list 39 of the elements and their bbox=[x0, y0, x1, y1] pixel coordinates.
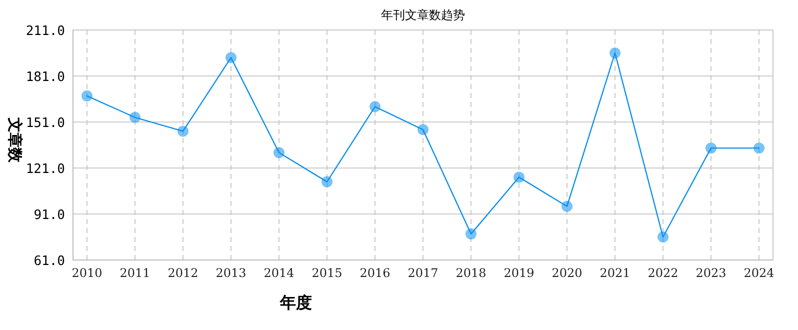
y-tick-label: 91.0 bbox=[34, 208, 65, 223]
x-tick-label: 2012 bbox=[168, 266, 198, 280]
point bbox=[178, 126, 188, 137]
x-tick-label: 2017 bbox=[408, 266, 438, 280]
x-axis-title: 年度 bbox=[279, 293, 312, 312]
y-axis-title: 文章数 bbox=[6, 116, 24, 164]
x-tick-label: 2013 bbox=[216, 266, 246, 280]
point bbox=[322, 176, 332, 188]
point bbox=[754, 142, 764, 154]
point bbox=[274, 147, 284, 158]
x-tick-label: 2016 bbox=[360, 266, 390, 280]
x-tick-label: 2014 bbox=[264, 266, 295, 280]
x-tick-label: 2023 bbox=[696, 266, 726, 280]
x-tick-label: 2020 bbox=[552, 266, 582, 280]
y-tick-label: 61.0 bbox=[34, 254, 65, 269]
chart-title: 年刊文章数趋势 bbox=[381, 8, 465, 22]
x-tick-label: 2011 bbox=[120, 266, 150, 280]
point bbox=[466, 228, 476, 240]
point bbox=[562, 200, 572, 212]
point bbox=[370, 101, 380, 112]
point bbox=[658, 232, 668, 242]
x-tick-label: 2018 bbox=[456, 266, 486, 280]
y-tick-label: 181.0 bbox=[26, 70, 65, 85]
x-tick-label: 2010 bbox=[72, 266, 102, 280]
x-tick-label: 2015 bbox=[312, 266, 342, 280]
x-tick-label: 2019 bbox=[504, 266, 534, 280]
point bbox=[226, 52, 236, 64]
x-tick-label: 2021 bbox=[600, 266, 630, 280]
y-tick-label: 151.0 bbox=[26, 116, 65, 131]
point bbox=[82, 90, 92, 102]
point bbox=[418, 124, 428, 136]
y-tick-label: 211.0 bbox=[26, 24, 65, 39]
x-tick-label: 2024 bbox=[744, 266, 775, 280]
point bbox=[706, 142, 716, 154]
point bbox=[130, 112, 140, 123]
y-tick-label: 121.0 bbox=[26, 162, 65, 177]
point bbox=[610, 48, 620, 58]
x-tick-label: 2022 bbox=[648, 266, 678, 280]
point bbox=[514, 172, 524, 183]
